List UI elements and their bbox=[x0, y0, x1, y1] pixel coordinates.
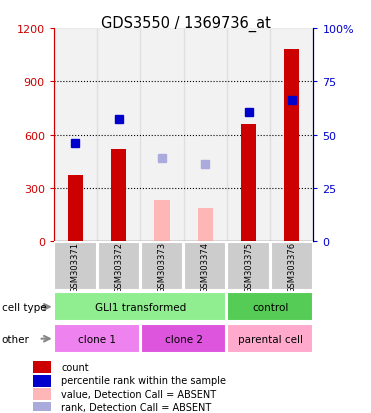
Bar bbox=[97, 29, 140, 242]
Text: parental cell: parental cell bbox=[238, 334, 303, 344]
FancyBboxPatch shape bbox=[271, 242, 313, 291]
Bar bbox=[198, 209, 213, 242]
FancyBboxPatch shape bbox=[227, 292, 313, 322]
Bar bbox=[33, 388, 51, 400]
Text: GSM303376: GSM303376 bbox=[288, 241, 296, 292]
Text: GSM303375: GSM303375 bbox=[244, 241, 253, 292]
FancyBboxPatch shape bbox=[54, 324, 140, 354]
FancyBboxPatch shape bbox=[54, 242, 96, 291]
Bar bbox=[154, 201, 170, 242]
Text: value, Detection Call = ABSENT: value, Detection Call = ABSENT bbox=[61, 389, 217, 399]
Bar bbox=[270, 29, 313, 242]
FancyBboxPatch shape bbox=[54, 292, 226, 322]
Bar bbox=[227, 29, 270, 242]
Text: cell type: cell type bbox=[2, 303, 46, 313]
Text: percentile rank within the sample: percentile rank within the sample bbox=[61, 375, 226, 385]
Bar bbox=[184, 29, 227, 242]
FancyBboxPatch shape bbox=[98, 242, 140, 291]
Text: other: other bbox=[2, 335, 30, 344]
Bar bbox=[284, 50, 299, 242]
Text: GSM303371: GSM303371 bbox=[71, 241, 80, 292]
Bar bbox=[33, 361, 51, 373]
Bar bbox=[111, 150, 126, 242]
Text: GLI1 transformed: GLI1 transformed bbox=[95, 302, 186, 312]
FancyBboxPatch shape bbox=[141, 324, 226, 354]
Bar bbox=[33, 375, 51, 387]
Text: clone 1: clone 1 bbox=[78, 334, 116, 344]
Text: count: count bbox=[61, 362, 89, 372]
FancyBboxPatch shape bbox=[141, 242, 183, 291]
Text: GSM303373: GSM303373 bbox=[158, 241, 167, 292]
FancyBboxPatch shape bbox=[227, 242, 270, 291]
Text: rank, Detection Call = ABSENT: rank, Detection Call = ABSENT bbox=[61, 402, 211, 412]
Bar bbox=[68, 176, 83, 242]
Text: GSM303372: GSM303372 bbox=[114, 241, 123, 292]
Bar bbox=[33, 402, 51, 413]
Text: clone 2: clone 2 bbox=[165, 334, 203, 344]
Bar bbox=[241, 125, 256, 242]
Text: control: control bbox=[252, 302, 288, 312]
FancyBboxPatch shape bbox=[184, 242, 226, 291]
Bar bbox=[140, 29, 184, 242]
Text: GDS3550 / 1369736_at: GDS3550 / 1369736_at bbox=[101, 16, 270, 32]
Text: GSM303374: GSM303374 bbox=[201, 241, 210, 292]
Bar bbox=[54, 29, 97, 242]
FancyBboxPatch shape bbox=[227, 324, 313, 354]
